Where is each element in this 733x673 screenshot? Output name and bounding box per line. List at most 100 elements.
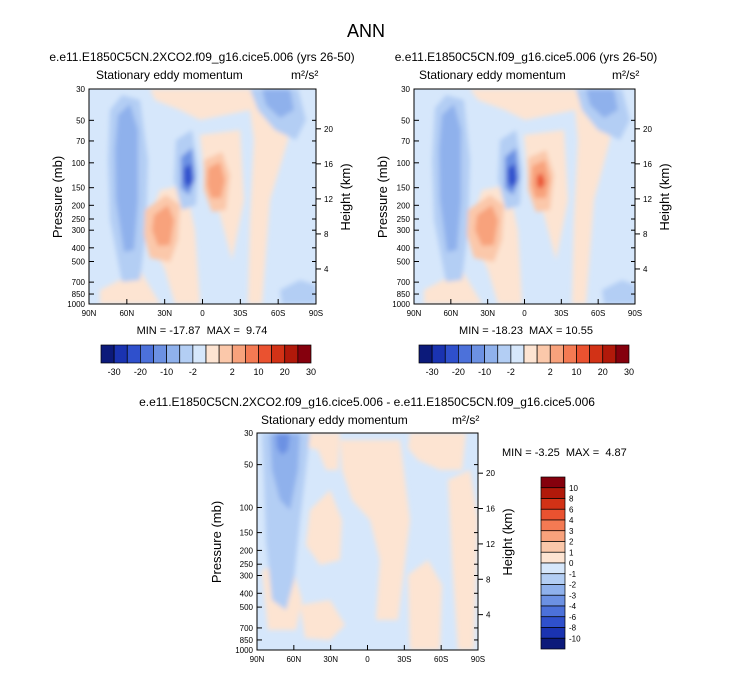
pressure-tick-label: 700: [240, 624, 254, 633]
panel-3-stats: MIN = -3.25 MAX = 4.87: [502, 447, 627, 459]
height-tick-label: 20: [486, 469, 495, 478]
panel-3: e.e11.E1850C5CN.2XCO2.f09_g16.cice5.006 …: [139, 395, 627, 664]
colorbar-label: 10: [253, 367, 263, 377]
latitude-tick-label: 90S: [628, 309, 642, 318]
panel-2-region: [439, 104, 461, 252]
panel-1-ylabel: Pressure (mb): [50, 156, 65, 238]
colorbar-box: [231, 344, 246, 364]
pressure-tick-label: 500: [240, 603, 254, 612]
colorbar-label: 8: [569, 495, 574, 504]
colorbar-label: -2: [569, 581, 577, 590]
pressure-tick-label: 400: [72, 244, 86, 253]
pressure-tick-label: 700: [72, 278, 86, 287]
colorbar-box: [540, 584, 566, 596]
colorbar-box: [179, 344, 194, 364]
colorbar-box: [540, 627, 566, 639]
height-tick-label: 16: [324, 160, 333, 169]
pressure-tick-label: 250: [72, 215, 86, 224]
colorbar-label: 2: [569, 538, 574, 547]
panel-2-region: [470, 89, 612, 304]
panel-3-region: [448, 470, 478, 650]
panel-3-region: [270, 433, 300, 510]
pressure-tick-label: 500: [72, 258, 86, 267]
colorbar-box: [140, 344, 154, 364]
colorbar-label: 2: [548, 367, 553, 377]
colorbar-label: 4: [569, 516, 574, 525]
colorbar-box: [540, 476, 566, 489]
colorbar-box: [540, 605, 566, 618]
pressure-tick-label: 250: [397, 215, 411, 224]
panel-1-region: [100, 270, 160, 304]
colorbar-label: 30: [624, 367, 634, 377]
height-tick-label: 12: [324, 195, 333, 204]
colorbar-box: [540, 551, 566, 564]
height-tick-label: 12: [643, 195, 652, 204]
pressure-tick-label: 500: [397, 258, 411, 267]
pressure-tick-label: 400: [397, 244, 411, 253]
colorbar-label: 3: [569, 527, 574, 536]
height-tick-label: 20: [324, 125, 333, 134]
panel-3-subtitle: Stationary eddy momentum: [261, 413, 408, 427]
pressure-tick-label: 70: [76, 137, 85, 146]
panel-3-region: [300, 433, 340, 470]
panel-1-subtitle: Stationary eddy momentum: [96, 68, 243, 82]
colorbar-box: [444, 344, 459, 364]
colorbar-box: [540, 562, 566, 575]
panel-1-region: [280, 280, 316, 304]
panel-2-region: [537, 173, 545, 189]
colorbar-box: [540, 541, 566, 553]
panel-2-units: m²/s²: [612, 68, 639, 82]
panel-3-ylabel-right: Height (km): [500, 508, 515, 575]
colorbar-box: [540, 637, 566, 650]
colorbar-label: 20: [280, 367, 290, 377]
colorbar-box: [540, 508, 566, 521]
colorbar-label: 10: [569, 484, 578, 493]
height-tick-label: 8: [643, 230, 648, 239]
colorbar-box: [218, 344, 233, 364]
panel-3-region: [276, 433, 290, 455]
pressure-tick-label: 100: [72, 159, 86, 168]
pressure-tick-label: 1000: [235, 646, 253, 655]
height-tick-label: 20: [643, 125, 652, 134]
latitude-tick-label: 60N: [443, 309, 458, 318]
height-tick-label: 8: [486, 575, 491, 584]
colorbar-2: -30 -20 -10 -2 2 10 20 30: [418, 344, 634, 377]
pressure-tick-label: 250: [240, 560, 254, 569]
pressure-tick-label: 1000: [67, 300, 85, 309]
latitude-tick-label: 30S: [554, 309, 568, 318]
colorbar-box: [540, 487, 566, 499]
latitude-tick-label: 0: [365, 655, 370, 664]
panel-1-region: [152, 205, 174, 246]
panel-1-region: [262, 89, 294, 118]
height-tick-label: 16: [486, 505, 495, 514]
latitude-tick-label: 30S: [397, 655, 411, 664]
colorbar-box: [271, 344, 286, 364]
pressure-tick-label: 100: [397, 159, 411, 168]
colorbar-label: 10: [571, 367, 581, 377]
colorbar-box: [563, 344, 577, 364]
panel-3-title: e.e11.E1850C5CN.2XCO2.f09_g16.cice5.006 …: [139, 395, 595, 409]
colorbar-box: [540, 616, 566, 628]
pressure-tick-label: 850: [72, 290, 86, 299]
panel-1-region: [184, 164, 193, 188]
pressure-tick-label: 150: [240, 529, 254, 538]
colorbar-box: [484, 344, 499, 364]
panel-3-region: [408, 433, 466, 470]
pressure-tick-label: 850: [397, 290, 411, 299]
panel-2-title: e.e11.E1850C5CN.f09_g16.cice5.006 (yrs 2…: [395, 50, 658, 64]
colorbar-box: [192, 344, 207, 364]
panel-1-field: [89, 89, 316, 304]
colorbar-box: [471, 344, 485, 364]
panel-1-title: e.e11.E1850C5CN.2XCO2.f09_g16.cice5.006 …: [49, 50, 354, 64]
panel-3-region: [300, 600, 345, 640]
pressure-tick-label: 50: [244, 461, 253, 470]
pressure-tick-label: 300: [397, 226, 411, 235]
colorbar-label: 1: [569, 548, 574, 557]
height-tick-label: 8: [324, 230, 329, 239]
colorbar-label: 20: [598, 367, 608, 377]
colorbar-label: -6: [569, 613, 577, 622]
panel-1-region: [207, 162, 225, 198]
colorbar-label: 2: [230, 367, 235, 377]
